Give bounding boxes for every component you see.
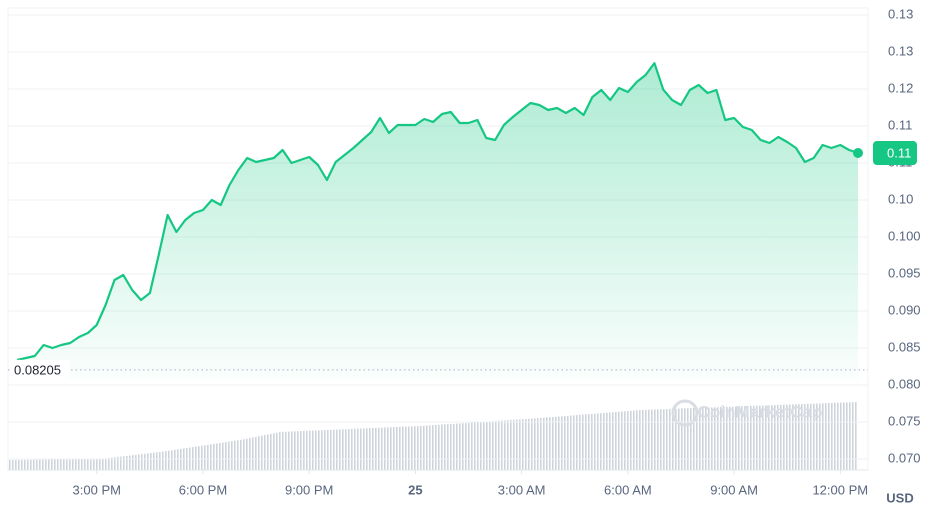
x-tick-label: 6:00 AM (604, 482, 652, 497)
y-tick-label: 0.13 (888, 43, 913, 58)
y-tick-label: 0.10 (888, 191, 913, 206)
y-tick-label: 0.075 (888, 413, 921, 428)
watermark-logo (671, 399, 699, 427)
x-tick-label: 12:00 PM (812, 482, 868, 497)
currency-label: USD (886, 490, 913, 505)
volume-bars (8, 402, 858, 470)
price-badge (873, 141, 917, 166)
baseline-label-bg (10, 359, 70, 380)
y-tick-label: 0.085 (888, 339, 921, 354)
price-line (16, 62, 859, 362)
x-tick-label: 3:00 PM (73, 482, 121, 497)
y-tick-label: 0.095 (888, 265, 921, 280)
y-tick-label: 0.070 (888, 450, 921, 465)
x-tick-label: 6:00 PM (179, 482, 227, 497)
y-tick-label: 0.11 (888, 117, 912, 132)
x-tick-label: 9:00 AM (710, 482, 758, 497)
baseline-label: 0.08205 (14, 362, 61, 377)
current-point (853, 148, 863, 159)
price-area (17, 63, 858, 380)
price-badge-label: 0.11 (887, 145, 911, 160)
x-tick-label: 25 (408, 482, 422, 497)
y-tick-label: 0.080 (888, 376, 921, 391)
y-tick-label: 0.12 (888, 80, 913, 95)
x-tick-label: 9:00 PM (285, 482, 333, 497)
y-tick-label: 0.13 (888, 6, 913, 21)
y-tick-label: 0.090 (888, 302, 921, 317)
y-tick-label: 0.100 (888, 228, 921, 243)
x-tick-label: 3:00 AM (498, 482, 546, 497)
watermark: CoinMarketCap (698, 402, 823, 421)
